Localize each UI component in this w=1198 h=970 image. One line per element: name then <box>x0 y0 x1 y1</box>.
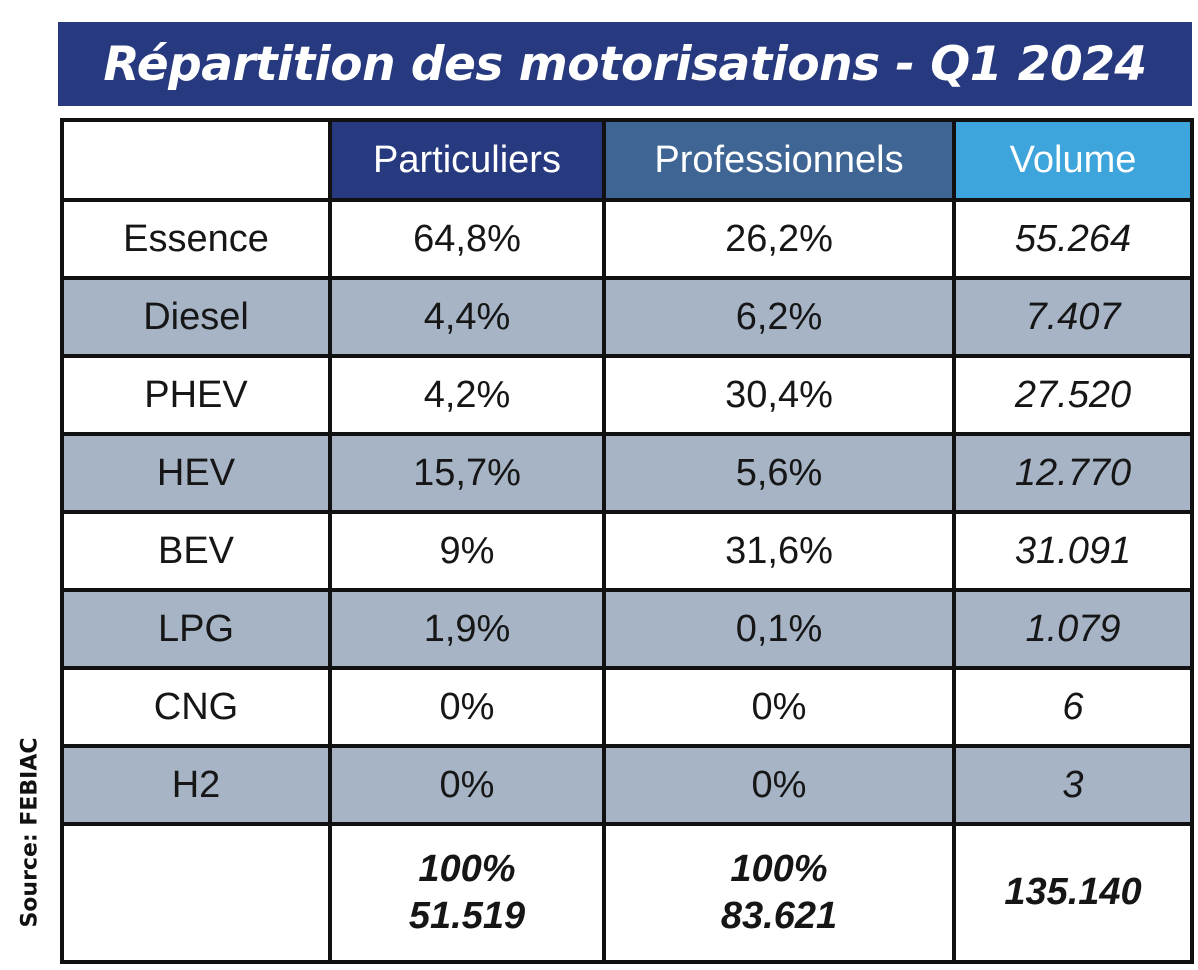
total-label-cell <box>60 822 332 964</box>
table-row-phev: PHEV 4,2% 30,4% 27.520 <box>60 354 1194 436</box>
total-professionnels-volume: 83.621 <box>720 895 838 937</box>
total-professionnels-pct: 100% <box>730 847 828 890</box>
volume-cell: 27.520 <box>952 354 1194 436</box>
total-volume-cell: 135.140 <box>952 822 1194 964</box>
row-label: H2 <box>60 744 332 826</box>
particuliers-cell: 0% <box>328 666 606 748</box>
particuliers-cell: 4,2% <box>328 354 606 436</box>
professionnels-cell: 30,4% <box>602 354 956 436</box>
professionnels-cell: 0,1% <box>602 588 956 670</box>
header-corner <box>60 118 332 202</box>
row-label: BEV <box>60 510 332 592</box>
total-row: 100% 51.519 100% 83.621 135.140 <box>60 822 1194 964</box>
table-row-essence: Essence 64,8% 26,2% 55.264 <box>60 198 1194 280</box>
table-row-bev: BEV 9% 31,6% 31.091 <box>60 510 1194 592</box>
row-label: CNG <box>60 666 332 748</box>
header-particuliers: Particuliers <box>328 118 606 202</box>
particuliers-cell: 0% <box>328 744 606 826</box>
professionnels-cell: 0% <box>602 744 956 826</box>
volume-cell: 12.770 <box>952 432 1194 514</box>
volume-cell: 31.091 <box>952 510 1194 592</box>
particuliers-cell: 4,4% <box>328 276 606 358</box>
volume-cell: 6 <box>952 666 1194 748</box>
table-row-lpg: LPG 1,9% 0,1% 1.079 <box>60 588 1194 670</box>
professionnels-cell: 6,2% <box>602 276 956 358</box>
source-text: Source: FEBIAC <box>17 736 43 928</box>
volume-cell: 7.407 <box>952 276 1194 358</box>
volume-cell: 1.079 <box>952 588 1194 670</box>
table-row-h2: H2 0% 0% 3 <box>60 744 1194 826</box>
professionnels-cell: 31,6% <box>602 510 956 592</box>
total-particuliers-pct: 100% <box>418 847 516 890</box>
table-title: Répartition des motorisations - Q1 2024 <box>58 22 1192 106</box>
professionnels-cell: 0% <box>602 666 956 748</box>
particuliers-cell: 9% <box>328 510 606 592</box>
header-professionnels: Professionnels <box>602 118 956 202</box>
row-label: PHEV <box>60 354 332 436</box>
motorisation-table: Particuliers Professionnels Volume Essen… <box>60 118 1194 964</box>
professionnels-cell: 5,6% <box>602 432 956 514</box>
particuliers-cell: 64,8% <box>328 198 606 280</box>
row-label: Diesel <box>60 276 332 358</box>
particuliers-cell: 1,9% <box>328 588 606 670</box>
row-label: HEV <box>60 432 332 514</box>
table-row-diesel: Diesel 4,4% 6,2% 7.407 <box>60 276 1194 358</box>
row-label: LPG <box>60 588 332 670</box>
professionnels-cell: 26,2% <box>602 198 956 280</box>
volume-cell: 55.264 <box>952 198 1194 280</box>
total-particuliers-cell: 100% 51.519 <box>328 822 606 964</box>
row-label: Essence <box>60 198 332 280</box>
table-row-cng: CNG 0% 0% 6 <box>60 666 1194 748</box>
volume-cell: 3 <box>952 744 1194 826</box>
particuliers-cell: 15,7% <box>328 432 606 514</box>
header-volume: Volume <box>952 118 1194 202</box>
table-row-hev: HEV 15,7% 5,6% 12.770 <box>60 432 1194 514</box>
source-caption: Source: FEBIAC <box>14 718 46 946</box>
total-particuliers-volume: 51.519 <box>408 895 526 937</box>
header-row: Particuliers Professionnels Volume <box>60 118 1194 202</box>
total-professionnels-cell: 100% 83.621 <box>602 822 956 964</box>
